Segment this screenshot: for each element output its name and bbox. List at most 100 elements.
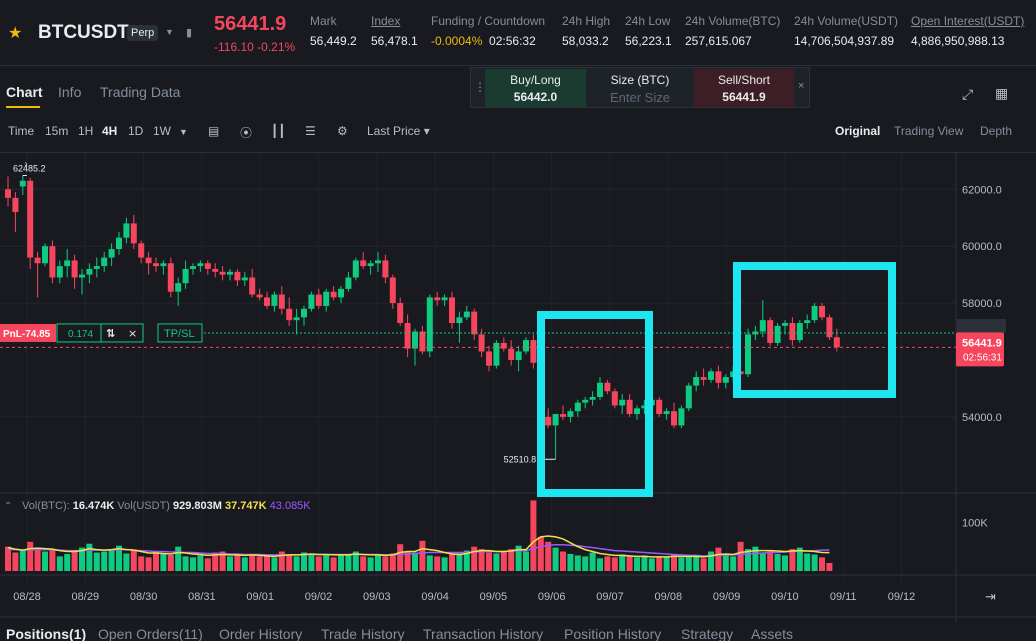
volume-bar — [789, 549, 796, 571]
volume-bar — [27, 541, 34, 571]
tab-trade-history[interactable]: Trade History — [321, 626, 405, 641]
volume-bar — [93, 552, 100, 571]
symbol-title[interactable]: BTCUSDT — [38, 22, 129, 43]
candle-body — [449, 297, 455, 323]
scroll-to-latest-icon[interactable]: ⇥ — [985, 590, 996, 605]
tab-assets[interactable]: Assets — [751, 626, 794, 641]
tpsl-button[interactable] — [157, 323, 203, 343]
volume-bar — [471, 546, 478, 571]
pnl-badge[interactable] — [0, 323, 56, 342]
candle-body — [523, 340, 529, 352]
tab-open-orders[interactable]: Open Orders(11) — [98, 626, 203, 641]
candle-body — [219, 271, 226, 275]
position-qty-box[interactable] — [56, 323, 144, 343]
volume-bar — [108, 549, 115, 571]
candle-body — [582, 399, 589, 403]
candle-body — [515, 351, 522, 360]
chevron-down-icon[interactable]: ▼ — [179, 127, 188, 137]
candle-body — [197, 263, 204, 267]
price-axis-label: 60000.0 — [962, 241, 1002, 253]
bookmark-icon[interactable]: ▮ — [186, 27, 193, 39]
candle-body — [42, 246, 48, 264]
candle-body — [212, 268, 219, 272]
star-icon[interactable]: ★ — [8, 25, 23, 42]
candle-body — [34, 257, 41, 264]
tab-chart[interactable]: Chart — [6, 84, 43, 100]
template-icon[interactable]: ☰ — [305, 124, 316, 138]
gear-icon[interactable]: ⚙ — [337, 124, 348, 138]
volume-bar — [397, 544, 404, 571]
indicator-icon[interactable]: ⦿ — [240, 126, 253, 140]
interval-1d[interactable]: 1D — [128, 124, 144, 138]
candle-body — [330, 291, 337, 298]
tab-strategy[interactable]: Strategy — [681, 626, 734, 641]
price-chart[interactable]: 62000.0 60000.0 58000.0 54000.0 08/28 08/29 08… — [0, 153, 1036, 623]
layout-icon[interactable]: ▦ — [995, 85, 1009, 101]
volume-bar — [345, 553, 352, 571]
stat-open-interest[interactable]: Open Interest(USDT) 4,886,950,988.13 — [911, 14, 1025, 48]
candle-body — [656, 399, 663, 415]
candle-body — [619, 399, 626, 406]
volume-bar — [508, 549, 515, 571]
volume-bar — [42, 551, 48, 571]
tab-transaction-history[interactable]: Transaction History — [423, 626, 544, 641]
volume-bar — [153, 551, 159, 571]
candle-body — [560, 414, 566, 417]
tab-info[interactable]: Info — [58, 84, 82, 100]
close-position-icon[interactable]: × — [128, 327, 137, 340]
interval-1w[interactable]: 1W — [153, 124, 171, 138]
tab-trading-data[interactable]: Trading Data — [100, 84, 181, 100]
volume-bar — [700, 558, 707, 571]
calendar-icon[interactable]: ▤ — [208, 124, 220, 138]
volume-bar — [278, 551, 285, 571]
candle-type-icon[interactable]: ┃┃ — [271, 124, 286, 138]
divider — [0, 152, 1036, 153]
candle-body — [752, 331, 759, 335]
candle-body — [256, 294, 263, 298]
candle-body — [774, 325, 781, 343]
volume-bar — [804, 553, 811, 571]
candle-body — [153, 263, 159, 267]
tab-order-history[interactable]: Order History — [219, 626, 303, 641]
time-axis-label: 08/31 — [188, 591, 216, 603]
volume-usdt-value: 929.803M — [173, 500, 225, 512]
chevron-down-icon[interactable]: ▼ — [165, 27, 174, 37]
price-source-select[interactable]: Last Price ▾ — [367, 124, 430, 138]
interval-15m[interactable]: 15m — [45, 124, 69, 138]
close-icon[interactable]: × — [798, 80, 805, 92]
candle-body — [367, 263, 374, 267]
tab-positions[interactable]: Positions(1) — [6, 626, 87, 641]
highlight-box-recovery — [733, 262, 896, 398]
volume-bar — [782, 555, 788, 571]
candle-body — [493, 342, 500, 366]
volume-bar — [685, 556, 692, 571]
volume-bar — [116, 545, 122, 571]
stat-index[interactable]: Index 56,478.1 — [371, 14, 418, 48]
view-original[interactable]: Original — [835, 124, 881, 138]
volume-bar — [301, 552, 307, 571]
tab-position-history[interactable]: Position History — [564, 626, 662, 641]
interval-4h[interactable]: 4H — [102, 124, 118, 138]
candle-body — [116, 237, 122, 250]
fullscreen-icon[interactable]: ⤢ — [962, 86, 974, 102]
candle-body — [49, 246, 56, 278]
view-depth[interactable]: Depth — [980, 124, 1013, 138]
interval-1h[interactable]: 1H — [78, 124, 94, 138]
volume-bar — [360, 556, 367, 571]
candle-body — [671, 411, 677, 426]
chevron-right-icon[interactable]: › — [24, 159, 28, 170]
volume-bar — [641, 555, 648, 571]
candle-body — [700, 377, 707, 380]
size-input[interactable]: Size (BTC) Enter Size — [610, 73, 670, 105]
volume-bar — [330, 557, 337, 571]
reverse-icon[interactable]: ⇅ — [106, 327, 115, 340]
volume-bar — [582, 556, 589, 571]
volume-bar — [567, 553, 574, 571]
time-label[interactable]: Time — [8, 124, 35, 138]
buy-long-button[interactable]: Buy/Long 56442.0 — [485, 69, 586, 107]
sell-short-button[interactable]: Sell/Short 56441.9 — [694, 69, 794, 107]
collapse-icon[interactable]: ⌃ — [4, 501, 12, 512]
volume-bar — [611, 557, 618, 571]
candle-body — [101, 257, 108, 267]
view-trading-view[interactable]: Trading View — [894, 124, 964, 138]
